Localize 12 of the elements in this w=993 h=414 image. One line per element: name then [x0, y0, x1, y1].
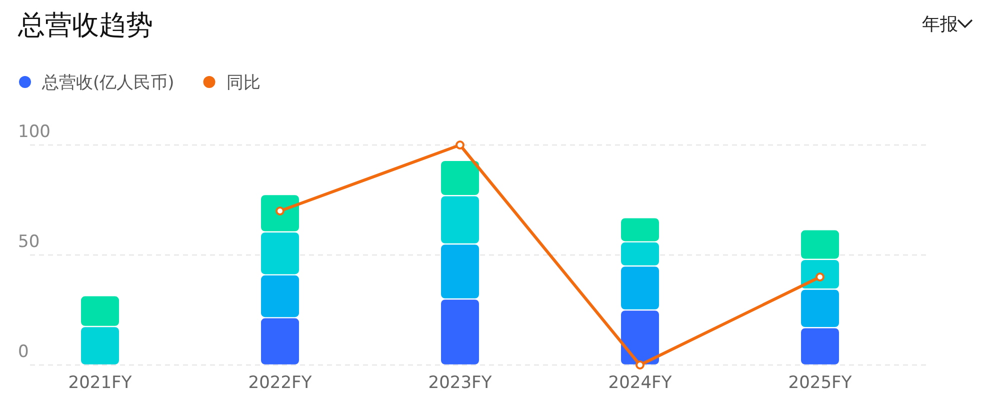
x-tick-label: 2025FY [788, 373, 852, 393]
y-tick-label: 50 [18, 232, 40, 252]
x-tick-label: 2022FY [248, 373, 312, 393]
chart-title: 总营收趋势 [17, 10, 153, 41]
x-tick-label: 2023FY [428, 373, 492, 393]
legend-label: 总营收(亿人民币) [41, 73, 174, 93]
x-tick-label: 2024FY [608, 373, 672, 393]
x-tick-label: 2021FY [68, 373, 132, 393]
legend-label: 同比 [226, 73, 260, 93]
y-tick-label: 100 [18, 122, 50, 142]
y-tick-label: 0 [18, 342, 29, 362]
text: 年报 [922, 14, 958, 35]
